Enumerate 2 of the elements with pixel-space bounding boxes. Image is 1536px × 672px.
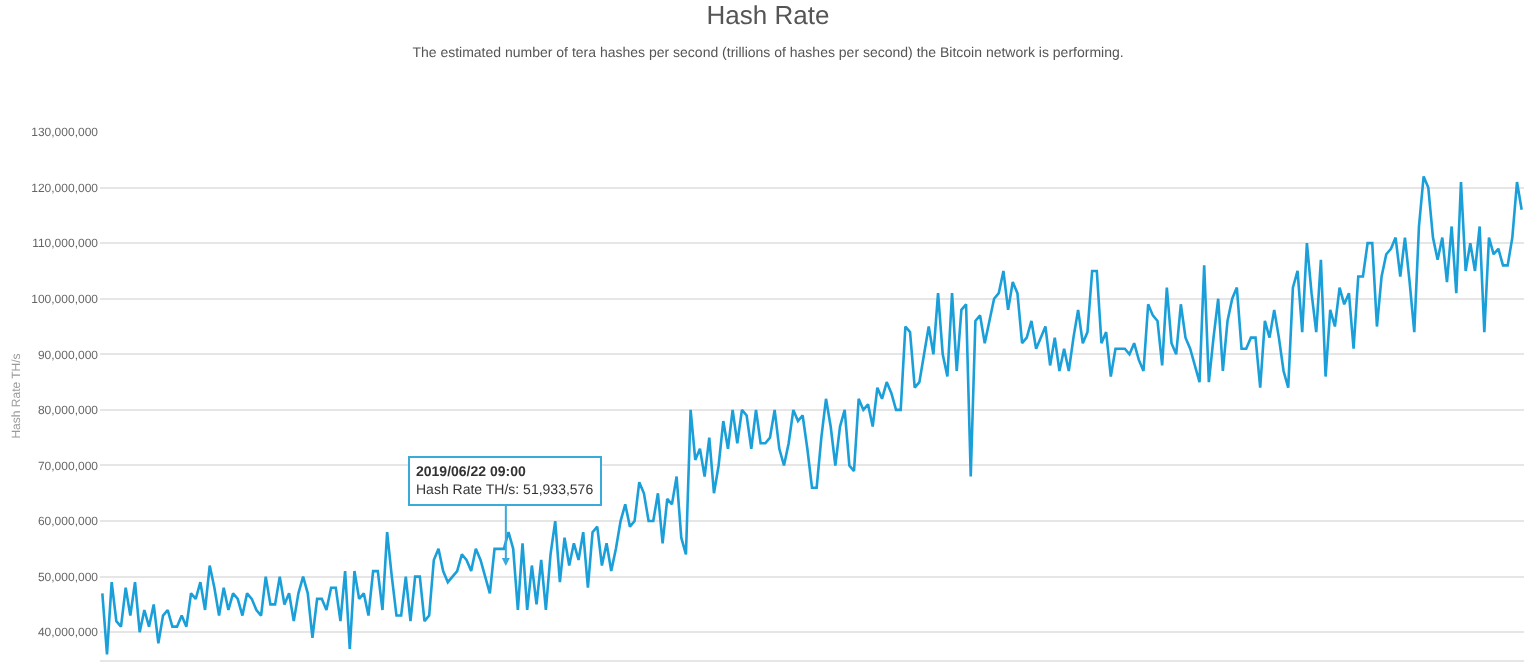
line-series: [101, 175, 1523, 656]
chart-title: Hash Rate: [706, 0, 830, 30]
